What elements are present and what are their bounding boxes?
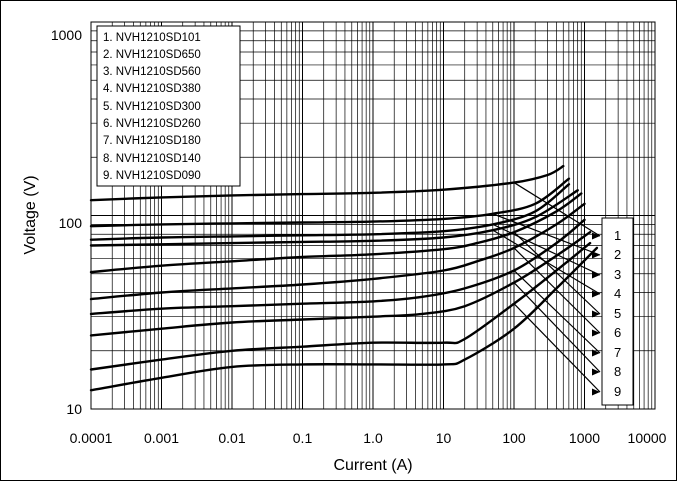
- leader-lines: [492, 182, 601, 396]
- y-axis-tick-labels: 10 100 1000: [51, 27, 82, 417]
- callout-label-8: 8: [614, 364, 621, 379]
- curves: [89, 164, 599, 392]
- legend-entry-2: 2. NVH1210SD650: [103, 49, 201, 61]
- plot-frame: [90, 21, 656, 410]
- x-tick-label: 1000: [569, 430, 600, 446]
- x-axis-tick-labels: 0.0001 0.001 0.01 0.1 1.0 10 100 1000 10…: [70, 430, 667, 446]
- legend-entry-3: 3. NVH1210SD560: [103, 66, 201, 78]
- leader-arrowhead-6: [592, 329, 600, 337]
- legend-entry-8: 8. NVH1210SD140: [103, 153, 201, 165]
- leader-line-3: [492, 223, 601, 276]
- x-tick-label: 0.1: [293, 430, 313, 446]
- series-line-2: [89, 177, 571, 228]
- leader-line-4: [492, 229, 601, 295]
- callout-label-7: 7: [614, 345, 621, 360]
- y-tick-label: 100: [59, 215, 83, 231]
- leader-arrowhead-2: [592, 251, 600, 259]
- leader-arrowhead-1: [592, 232, 600, 240]
- callout-label-6: 6: [614, 325, 621, 340]
- legend-entry-4: 4. NVH1210SD380: [103, 83, 201, 95]
- legend-entry-1: 1. NVH1210SD101: [103, 32, 201, 44]
- legend-entry-9: 9. NVH1210SD090: [103, 170, 201, 182]
- y-axis-title: Voltage (V): [22, 175, 39, 254]
- leader-line-7: [513, 270, 601, 354]
- callout-label-9: 9: [614, 384, 621, 399]
- leader-line-2: [492, 213, 601, 256]
- x-tick-label: 0.01: [218, 430, 245, 446]
- leader-arrowhead-7: [592, 349, 600, 357]
- callout-box: 1 2 3 4 5 6 7 8 9: [601, 217, 634, 406]
- leader-line-9: [513, 303, 601, 393]
- legend-entry-7: 7. NVH1210SD180: [103, 135, 201, 147]
- leader-arrowhead-4: [592, 290, 600, 298]
- series-line-1: [89, 164, 565, 202]
- leader-arrowhead-5: [592, 310, 600, 318]
- callout-box-frame: [601, 217, 634, 406]
- leader-arrowhead-9: [592, 388, 600, 396]
- series-line-6: [89, 202, 586, 301]
- callout-label-4: 4: [614, 286, 621, 301]
- x-axis-title: Current (A): [333, 457, 412, 474]
- callout-label-2: 2: [614, 247, 621, 262]
- series-line-9: [89, 241, 592, 371]
- legend: 1. NVH1210SD101 2. NVH1210SD650 3. NVH12…: [96, 25, 241, 187]
- legend-entry-5: 5. NVH1210SD300: [103, 101, 201, 113]
- series-line-5: [89, 192, 583, 274]
- x-tick-label: 1.0: [363, 430, 383, 446]
- x-tick-label: 0.0001: [70, 430, 113, 446]
- leader-line-1: [513, 182, 601, 237]
- x-tick-label: 10: [436, 430, 452, 446]
- y-tick-label: 1000: [51, 27, 82, 43]
- x-tick-label: 100: [502, 430, 526, 446]
- series-line-10: [89, 246, 599, 392]
- leader-line-6: [513, 247, 601, 334]
- series-line-8: [89, 231, 592, 337]
- y-tick-label: 10: [66, 401, 82, 417]
- callout-label-3: 3: [614, 267, 621, 282]
- x-tick-label: 0.001: [144, 430, 179, 446]
- leader-arrowhead-8: [592, 368, 600, 376]
- legend-entry-6: 6. NVH1210SD260: [103, 118, 201, 130]
- series-line-7: [89, 218, 586, 316]
- x-tick-label: 10000: [628, 430, 667, 446]
- leader-line-8: [513, 282, 601, 373]
- leader-line-5: [513, 231, 601, 315]
- leader-arrowhead-3: [592, 271, 600, 279]
- callout-label-5: 5: [614, 306, 621, 321]
- series-line-3: [89, 183, 571, 241]
- callout-label-1: 1: [614, 228, 621, 243]
- legend-box: [96, 25, 241, 187]
